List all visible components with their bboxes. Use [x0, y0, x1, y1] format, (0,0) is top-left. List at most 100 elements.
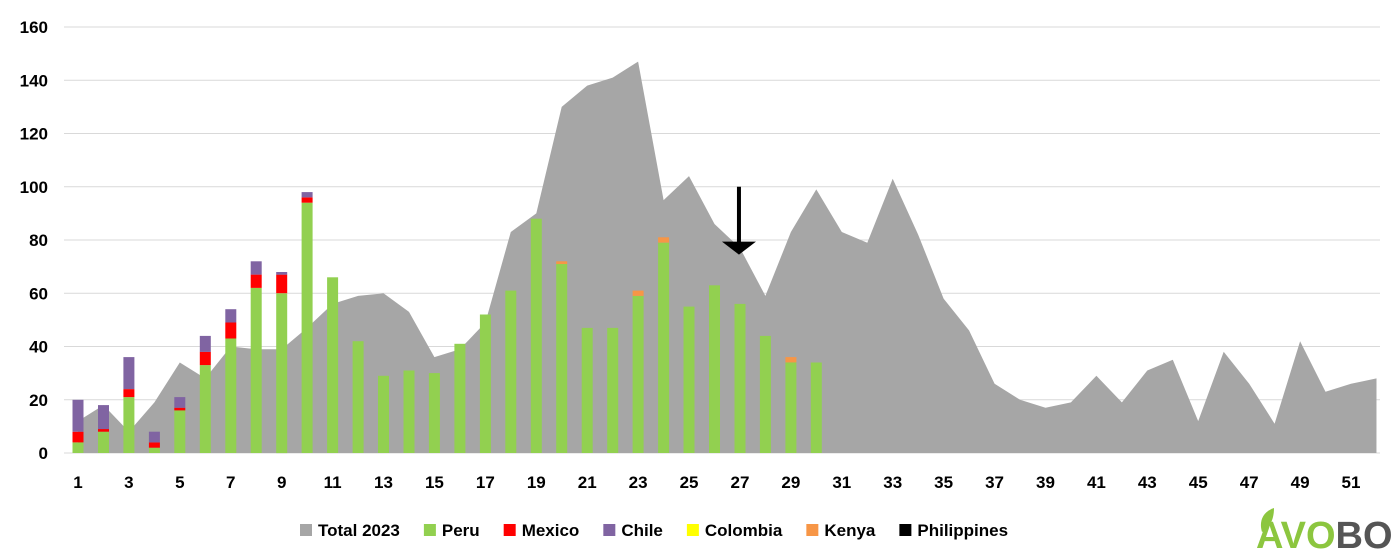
x-tick-label: 27	[730, 473, 749, 492]
bar-peru-17	[479, 314, 491, 453]
bar-chile-8	[250, 261, 262, 275]
legend-label: Kenya	[824, 521, 876, 540]
legend-swatch	[603, 524, 616, 536]
bar-mexico-1	[72, 431, 84, 443]
x-tick-label: 39	[1036, 473, 1055, 492]
bar-peru-26	[709, 285, 720, 453]
y-tick-label: 20	[29, 391, 48, 410]
x-tick-label: 15	[425, 473, 444, 492]
y-axis-ticks: 0 20 40 60 80 100 120 140 160	[20, 18, 48, 463]
bar-peru-20	[556, 264, 568, 453]
bar-peru-9	[276, 293, 288, 454]
bar-peru-19	[530, 218, 542, 453]
bar-peru-5	[174, 410, 186, 453]
bar-kenya-23	[632, 290, 644, 296]
legend-label: Colombia	[705, 521, 783, 540]
bar-chile-5	[174, 397, 186, 408]
bar-peru-27	[734, 303, 746, 453]
x-tick-label: 43	[1138, 473, 1157, 492]
legend-label: Chile	[621, 521, 663, 540]
legend-label: Mexico	[522, 521, 580, 540]
x-tick-label: 9	[277, 473, 286, 492]
x-tick-label: 25	[680, 473, 699, 492]
x-tick-label: 41	[1087, 473, 1106, 492]
legend-label: Peru	[442, 521, 480, 540]
y-tick-label: 120	[20, 125, 48, 144]
legend-item: Philippines	[899, 521, 1008, 540]
leaf-icon	[1260, 508, 1274, 532]
bar-mexico-5	[174, 407, 186, 411]
area-layer	[78, 61, 1377, 453]
legend-swatch	[300, 524, 312, 536]
bar-peru-14	[403, 370, 415, 453]
x-tick-label: 51	[1342, 473, 1361, 492]
annotation-layer	[721, 186, 756, 255]
y-tick-label: 140	[20, 71, 48, 90]
bar-kenya-29	[785, 357, 797, 363]
legend-swatch	[686, 524, 699, 536]
bar-peru-24	[658, 242, 670, 453]
x-tick-label: 7	[226, 473, 235, 492]
bar-peru-30	[810, 362, 822, 453]
bar-chile-9	[276, 272, 288, 275]
bar-kenya-24	[658, 237, 670, 243]
y-tick-label: 0	[39, 444, 48, 463]
down-arrow-icon	[721, 241, 756, 255]
bar-peru-7	[225, 338, 237, 453]
x-tick-label: 45	[1189, 473, 1208, 492]
x-tick-label: 5	[175, 473, 184, 492]
bar-peru-6	[199, 365, 211, 453]
bar-chile-7	[225, 309, 237, 323]
legend-item: Colombia	[686, 521, 783, 540]
bar-peru-29	[785, 362, 797, 453]
bar-chile-4	[148, 431, 160, 443]
legend-item: Peru	[423, 521, 480, 540]
x-tick-label: 37	[985, 473, 1004, 492]
x-tick-label: 47	[1240, 473, 1259, 492]
x-tick-label: 29	[781, 473, 800, 492]
y-tick-label: 100	[20, 178, 48, 197]
legend: Total 2023 Peru Mexico Chile Colombia Kenya Ph…	[300, 521, 1008, 540]
x-tick-label: 31	[832, 473, 851, 492]
bar-chile-2	[98, 405, 109, 430]
bar-peru-28	[759, 335, 771, 453]
y-tick-label: 160	[20, 18, 48, 37]
x-tick-label: 19	[527, 473, 546, 492]
x-axis-ticks: 1 3 5 7 9 11 13 15 17 19 21 23 25 27 29 31 33 35 37 39 41 43 4…	[73, 473, 1360, 492]
bar-peru-4	[148, 447, 160, 453]
avobook-logo: AVOBOOK	[1256, 508, 1392, 551]
bar-chile-10	[301, 192, 313, 198]
bar-peru-21	[581, 327, 593, 453]
bar-peru-1	[72, 442, 84, 453]
y-tick-label: 40	[29, 338, 48, 357]
bar-peru-18	[505, 290, 517, 453]
bar-peru-10	[301, 202, 313, 453]
x-tick-label: 17	[476, 473, 495, 492]
bar-peru-15	[428, 373, 440, 453]
bar-mexico-2	[98, 429, 109, 432]
bar-peru-3	[123, 397, 135, 453]
bar-chile-3	[123, 357, 135, 390]
x-tick-label: 33	[883, 473, 902, 492]
bar-peru-22	[607, 327, 619, 453]
bar-peru-2	[98, 431, 109, 453]
x-tick-label: 23	[629, 473, 648, 492]
bar-mexico-8	[250, 274, 262, 288]
logo-book: BOOK	[1336, 515, 1392, 551]
bar-mexico-6	[199, 351, 211, 366]
legend-swatch	[423, 524, 436, 536]
bar-peru-8	[250, 287, 262, 453]
legend-item: Total 2023	[300, 521, 400, 540]
y-tick-label: 60	[29, 284, 48, 303]
bar-mexico-9	[276, 274, 288, 294]
legend-item: Chile	[603, 521, 663, 540]
legend-item: Mexico	[503, 521, 580, 540]
bar-chile-6	[199, 335, 211, 352]
bar-chile-1	[72, 399, 84, 432]
logo-avo: AVO	[1256, 515, 1336, 551]
legend-item: Kenya	[806, 521, 876, 540]
legend-swatch	[503, 524, 516, 536]
x-tick-label: 3	[124, 473, 133, 492]
bar-kenya-20	[556, 261, 568, 264]
